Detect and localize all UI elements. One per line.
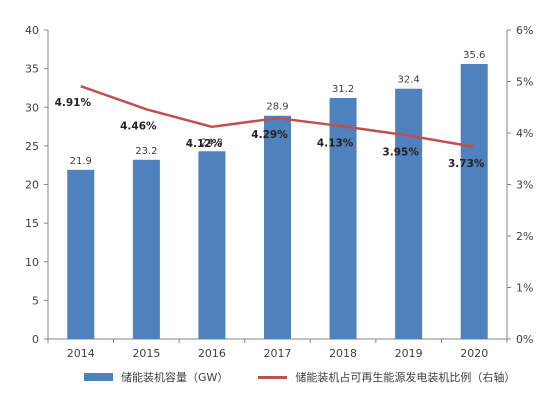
y-left-tick-label: 10 (25, 256, 39, 269)
bar (132, 159, 160, 339)
bar (460, 63, 488, 340)
x-tick-label: 2014 (67, 347, 95, 360)
y-left-tick-label: 35 (25, 63, 39, 76)
y-right-tick-label: 5% (516, 76, 533, 89)
bar-value-label: 31.2 (332, 84, 354, 95)
legend-label-bars: 储能装机容量（GW） (121, 371, 229, 384)
y-left-tick-label: 5 (32, 294, 39, 307)
x-tick-label: 2017 (264, 347, 292, 360)
ratio-value-label: 3.73% (448, 158, 485, 170)
bar-value-label: 23.2 (135, 146, 157, 157)
bar (198, 151, 226, 339)
legend-swatch-bars (84, 373, 113, 381)
bar (264, 115, 291, 339)
legend-label-line: 储能装机占可再生能源发电装机比例（右轴） (295, 371, 516, 384)
bar (395, 88, 423, 340)
bar-value-label: 32.4 (398, 75, 420, 86)
x-tick-label: 2018 (329, 347, 357, 360)
y-left-tick-label: 40 (25, 24, 39, 37)
legend: 储能装机容量（GW） 储能装机占可再生能源发电装机比例（右轴） (84, 369, 545, 385)
ratio-value-label: 4.12% (186, 138, 223, 150)
y-right-tick-label: 3% (516, 179, 533, 192)
y-left-tick-label: 20 (25, 179, 39, 192)
x-tick-label: 2016 (198, 347, 226, 360)
ratio-value-label: 4.91% (55, 97, 92, 109)
bar-value-label: 21.9 (70, 156, 92, 167)
legend-swatch-line (258, 375, 288, 379)
y-right-tick-label: 2% (516, 230, 533, 243)
x-tick-label: 2015 (132, 347, 160, 360)
bar (329, 97, 357, 339)
ratio-value-label: 4.46% (120, 120, 157, 132)
ratio-value-label: 3.95% (382, 147, 419, 159)
x-tick-label: 2019 (395, 347, 423, 360)
bar-value-label: 24.3 (201, 137, 223, 148)
y-right-tick-label: 6% (516, 24, 533, 37)
bar-value-label: 28.9 (266, 102, 288, 113)
ratio-value-label: 4.29% (251, 129, 288, 141)
y-left-tick-label: 15 (25, 217, 39, 230)
legend-item-bars: 储能装机容量（GW） (84, 369, 228, 385)
y-left-tick-label: 25 (25, 140, 39, 153)
bar (67, 169, 95, 339)
y-right-tick-label: 1% (516, 282, 533, 295)
ratio-value-label: 4.13% (317, 137, 354, 149)
x-tick-label: 2020 (460, 347, 488, 360)
legend-item-line: 储能装机占可再生能源发电装机比例（右轴） (258, 369, 515, 385)
y-right-tick-label: 0% (516, 333, 533, 346)
y-left-tick-label: 30 (25, 101, 39, 114)
bar-value-label: 35.6 (463, 50, 485, 61)
y-left-tick-label: 0 (32, 333, 39, 346)
y-right-tick-label: 4% (516, 127, 533, 140)
